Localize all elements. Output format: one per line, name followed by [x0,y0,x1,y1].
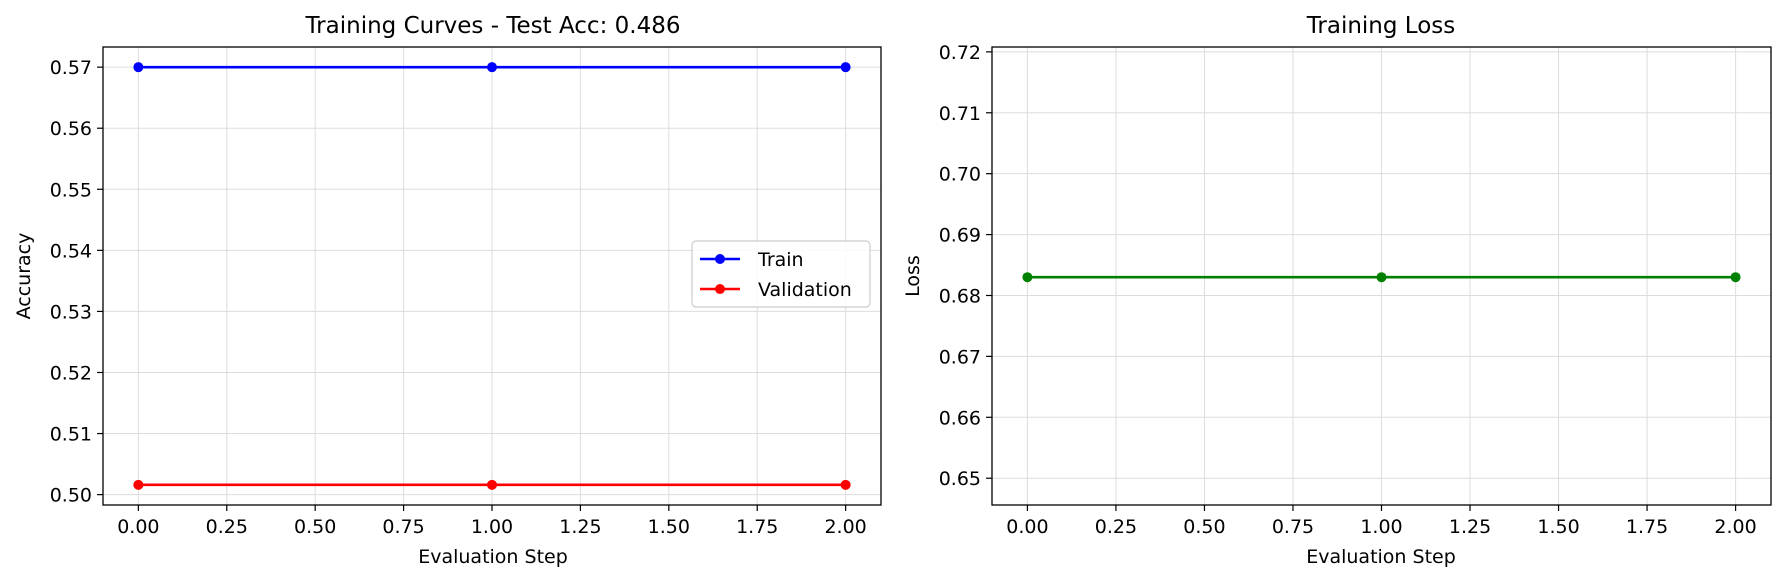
series-lines [1022,272,1741,283]
x-tick-label: 0.00 [1006,516,1048,538]
y-tick-label: 0.68 [939,285,981,307]
legend: Train Validation [691,240,871,308]
legend-swatch-marker [715,254,725,264]
y-tick-label: 0.57 [50,57,92,79]
y-tick-label: 0.53 [50,301,92,323]
x-tick-label: 0.50 [294,516,336,538]
y-tick-label: 0.51 [50,424,92,446]
x-tick-label: 1.50 [648,516,690,538]
y-tick-label: 0.55 [50,179,92,201]
x-tick-label: 2.00 [824,516,866,538]
x-tick-label: 0.75 [1272,516,1314,538]
chart-title: Training Curves - Test Acc: 0.486 [305,13,681,39]
x-axis-label: Evaluation Step [1306,546,1456,568]
data-point [133,62,144,73]
legend-label: Train [757,249,804,271]
axes: 0.00 0.25 0.50 0.75 1.00 1.25 1.50 1.75 2.00 0.65… [939,42,1772,538]
y-tick-label: 0.50 [50,485,92,507]
data-point [840,62,851,73]
y-axis-label: Accuracy [13,233,35,320]
data-point [487,62,497,73]
axes: 0.00 0.25 0.50 0.75 1.00 1.25 1.50 1.75 2.00 0.50… [50,46,882,538]
data-point [1376,272,1387,283]
data-point [487,479,497,490]
x-tick-label: 1.25 [1449,516,1491,538]
legend-swatch-marker [715,284,725,294]
y-tick-label: 0.65 [939,468,981,490]
y-tick-label: 0.71 [939,103,981,125]
series-lines [133,62,851,490]
y-tick-label: 0.66 [939,407,981,429]
y-tick-label: 0.67 [939,346,981,368]
x-tick-label: 0.25 [1095,516,1137,538]
x-axis-label: Evaluation Step [418,546,568,568]
y-tick-label: 0.54 [50,240,92,262]
x-tick-label: 1.75 [1626,516,1668,538]
x-tick-label: 0.75 [382,516,424,538]
x-tick-label: 1.50 [1537,516,1579,538]
loss-chart: Training Loss Evaluation Step Loss 0.00 0… [902,13,1772,568]
legend-box [691,240,871,308]
data-point [133,479,144,490]
y-axis-label: Loss [902,255,924,297]
x-tick-label: 1.00 [471,516,513,538]
chart-title: Training Loss [1306,13,1456,39]
y-tick-label: 0.70 [939,164,981,186]
x-tick-label: 0.00 [117,516,159,538]
accuracy-chart: Training Curves - Test Acc: 0.486 Evalua… [13,13,882,568]
legend-label: Validation [758,279,852,301]
data-point [840,479,851,490]
x-tick-label: 0.50 [1183,516,1225,538]
x-tick-label: 1.75 [736,516,778,538]
x-tick-label: 1.25 [559,516,601,538]
data-point [1022,272,1033,283]
x-tick-label: 1.00 [1360,516,1402,538]
y-tick-label: 0.69 [939,225,981,247]
y-tick-label: 0.56 [50,118,92,140]
data-point [1730,272,1741,283]
y-tick-label: 0.72 [939,42,981,64]
y-tick-label: 0.52 [50,362,92,384]
x-tick-label: 0.25 [206,516,248,538]
x-tick-label: 2.00 [1714,516,1756,538]
